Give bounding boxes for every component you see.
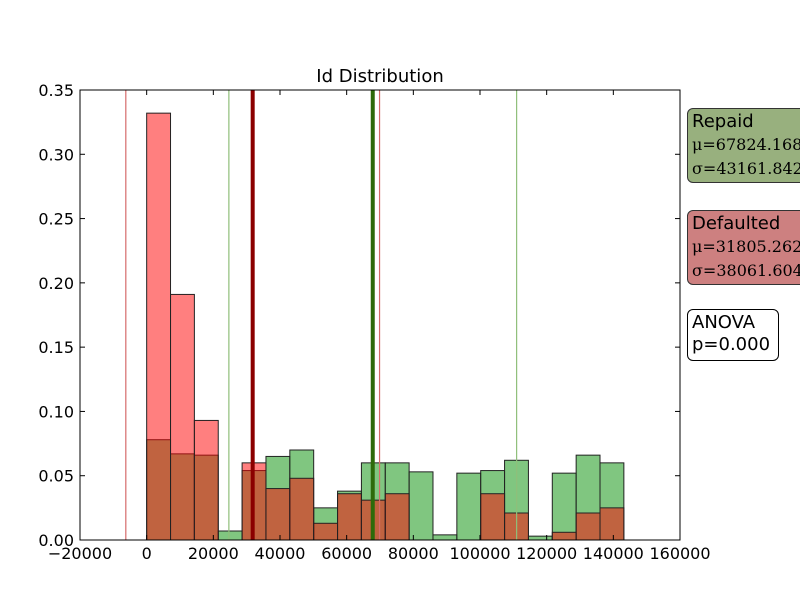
axes-frame: [79, 89, 681, 541]
defaulted-stats-box: Defaulted μ=31805.262 σ=38061.604: [687, 210, 800, 285]
repaid-mean: μ=67824.168: [692, 135, 800, 154]
x-tick-label: 160000: [649, 544, 710, 563]
y-tick-label: 0.25: [38, 210, 74, 229]
defaulted-bar: [337, 493, 362, 541]
x-tick-label: 120000: [516, 544, 577, 563]
defaulted-bar: [265, 488, 291, 541]
defaulted-bar: [551, 531, 577, 541]
repaid-bar: [527, 535, 553, 541]
defaulted-bar: [170, 293, 195, 541]
repaid-bar: [456, 472, 482, 541]
y-tick-label: 0.30: [38, 145, 74, 164]
defaulted-bar: [480, 493, 506, 541]
anova-label: ANOVA: [692, 312, 756, 333]
repaid-bar: [408, 471, 434, 541]
anova-pvalue: p=0.000: [692, 334, 771, 355]
repaid-bar: [217, 530, 243, 541]
y-tick-label: 0.05: [38, 467, 74, 486]
repaid-stats-box: Repaid μ=67824.168 σ=43161.842: [687, 108, 800, 183]
anova-box: ANOVA p=0.000: [687, 309, 779, 361]
x-tick-label: 20000: [188, 544, 239, 563]
y-tick-label: 0.15: [38, 338, 74, 357]
x-tick-label: 60000: [321, 544, 372, 563]
x-tick-label: 80000: [388, 544, 439, 563]
x-tick-label: 0: [142, 544, 152, 563]
y-tick-label: 0.35: [38, 81, 74, 100]
repaid-label: Repaid: [692, 111, 754, 132]
x-tick-label: 100000: [449, 544, 510, 563]
plot-area: −20000 0 20000 40000 60000 80000 100000 120000 1…: [38, 81, 710, 563]
repaid-sigma: σ=43161.842: [692, 159, 800, 178]
defaulted-mean: μ=31805.262: [692, 237, 800, 256]
x-tick-label: −20000: [48, 544, 112, 563]
chart-title: Id Distribution: [316, 66, 443, 87]
defaulted-bar: [313, 522, 339, 541]
y-tick-label: 0.10: [38, 402, 74, 421]
repaid-bar: [432, 534, 458, 541]
defaulted-bar: [599, 507, 625, 541]
defaulted-bar: [193, 419, 219, 541]
defaulted-bar: [575, 512, 601, 541]
defaulted-bar: [384, 493, 410, 541]
repaid-bar: [551, 472, 577, 541]
y-tick-label: 0.00: [38, 531, 74, 550]
defaulted-label: Defaulted: [692, 213, 781, 234]
defaulted-sigma: σ=38061.604: [692, 261, 800, 280]
defaulted-bar: [289, 477, 315, 541]
defaulted-bar: [146, 112, 172, 541]
y-tick-label: 0.20: [38, 274, 74, 293]
x-tick-label: 40000: [255, 544, 306, 563]
x-tick-label: 140000: [583, 544, 644, 563]
